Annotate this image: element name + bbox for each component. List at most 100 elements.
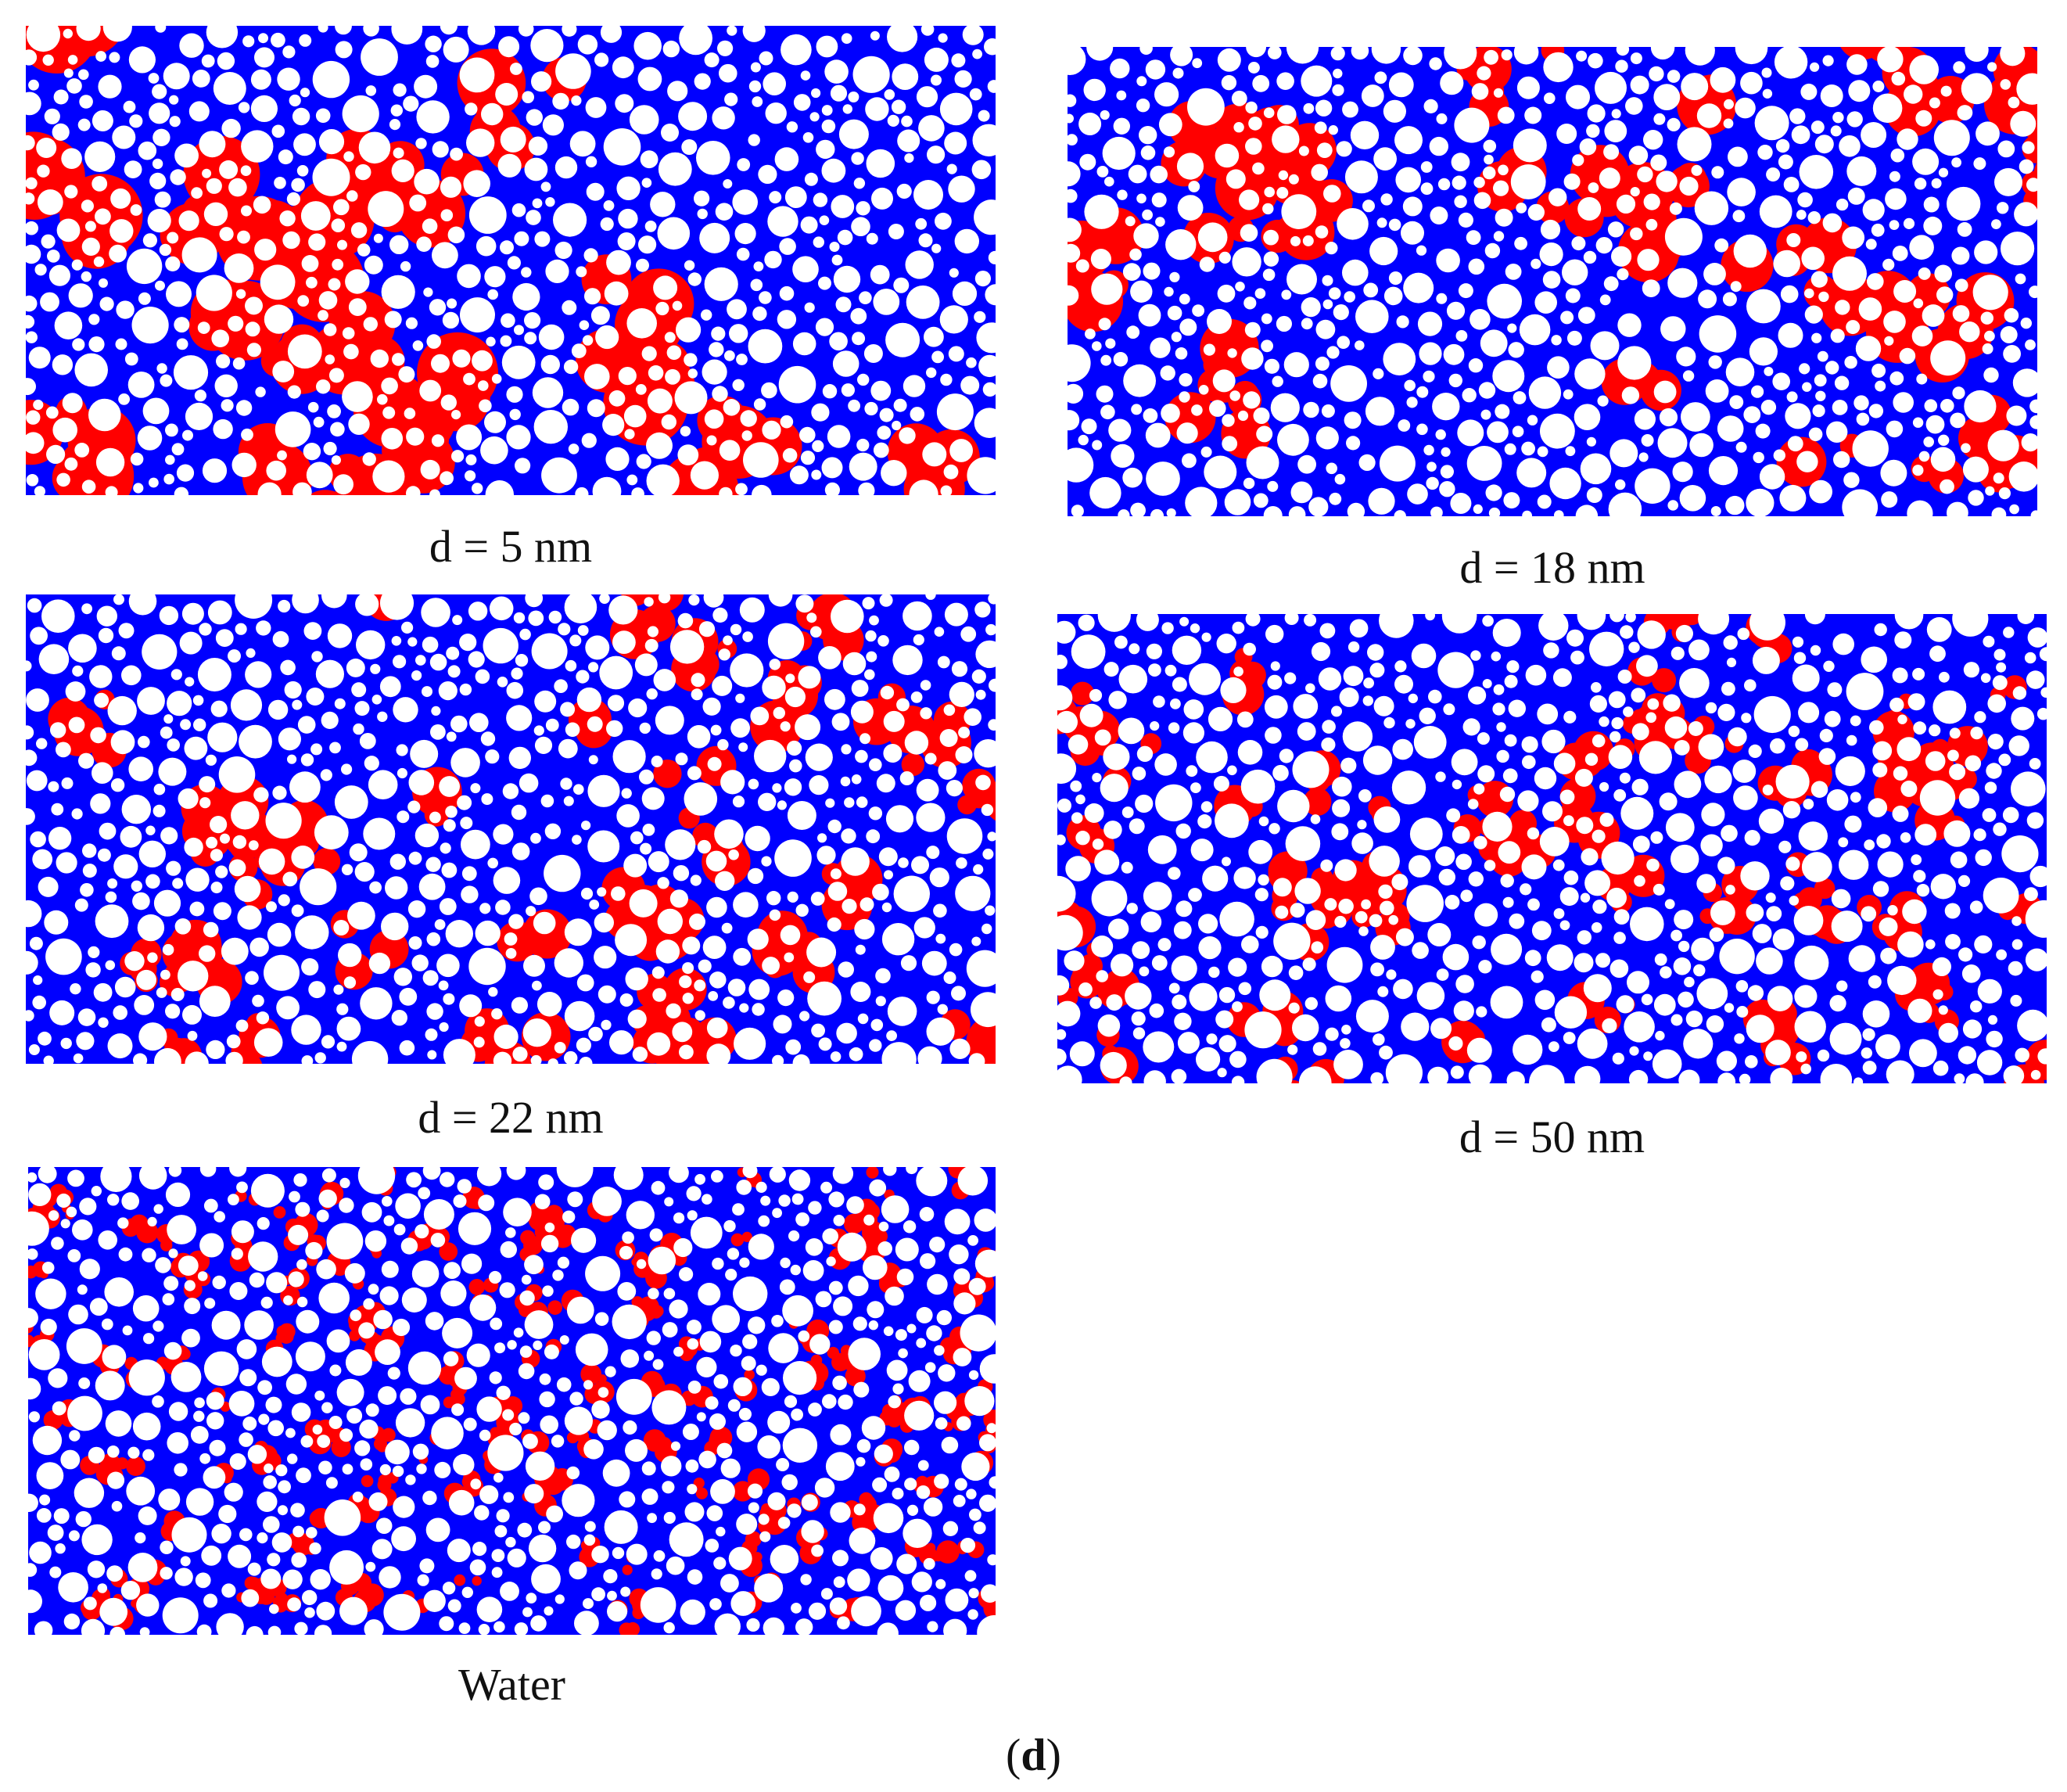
grain — [523, 954, 545, 977]
grain — [752, 484, 772, 495]
grain — [326, 1329, 350, 1353]
grain — [472, 1542, 487, 1557]
grain — [786, 121, 798, 133]
grain — [1155, 217, 1165, 227]
grain — [1631, 778, 1649, 795]
grain — [667, 81, 688, 102]
grain — [451, 450, 465, 463]
red-phase-blob — [626, 1621, 641, 1635]
grain — [1912, 667, 1925, 681]
grain — [107, 695, 137, 726]
grain — [79, 1259, 100, 1280]
grain — [800, 1574, 812, 1586]
grain — [142, 1248, 156, 1262]
grain — [1096, 970, 1108, 982]
grain — [1245, 138, 1262, 155]
grain — [2008, 461, 2037, 492]
grain — [1442, 943, 1470, 971]
grain — [1997, 202, 2009, 214]
grain — [44, 910, 69, 935]
grain — [257, 1380, 272, 1395]
grain — [895, 1237, 919, 1262]
grain — [305, 1241, 323, 1260]
grain — [1868, 798, 1888, 817]
grain — [1552, 668, 1572, 688]
grain — [715, 203, 734, 221]
grain — [503, 1492, 515, 1503]
grain — [558, 738, 578, 759]
grain — [377, 711, 388, 722]
grain — [1688, 639, 1710, 661]
grain — [973, 1521, 986, 1535]
grain — [453, 1453, 475, 1476]
grain — [852, 332, 866, 346]
grain — [583, 1439, 604, 1460]
grain — [869, 615, 879, 626]
grain — [375, 1517, 393, 1534]
grain — [1665, 813, 1695, 842]
grain — [1270, 661, 1280, 671]
grain — [881, 923, 915, 956]
grain — [490, 1317, 503, 1331]
grain — [1914, 178, 1927, 190]
grain — [603, 128, 641, 166]
grain — [156, 363, 167, 374]
grain — [1151, 955, 1168, 971]
grain — [714, 1613, 741, 1635]
grain — [1188, 181, 1200, 192]
panel-caption-d50: d = 50 nm — [1459, 1111, 1645, 1162]
grain — [569, 1561, 587, 1580]
grain — [134, 995, 155, 1015]
grain — [505, 1536, 516, 1548]
grain — [28, 1183, 52, 1206]
grain — [36, 1508, 52, 1523]
grain — [548, 610, 562, 624]
grain — [383, 1215, 395, 1226]
grain — [364, 255, 383, 275]
grain — [584, 1521, 596, 1532]
grain — [387, 1366, 400, 1380]
grain — [673, 865, 690, 882]
grain — [856, 1456, 866, 1467]
grain — [1730, 281, 1742, 293]
grain — [652, 988, 666, 1002]
grain — [1566, 330, 1582, 346]
grain — [459, 634, 477, 652]
grain — [398, 366, 415, 383]
grain — [724, 92, 738, 106]
grain — [53, 1508, 70, 1524]
grain — [28, 1211, 49, 1246]
grain — [1221, 75, 1237, 91]
grain — [224, 253, 254, 283]
grain — [1470, 309, 1491, 330]
grain — [884, 1466, 900, 1482]
grain — [554, 679, 568, 693]
grain — [974, 1249, 996, 1278]
grain — [942, 1521, 959, 1536]
grain — [1419, 707, 1436, 724]
grain — [979, 1354, 996, 1384]
grain — [2011, 939, 2023, 950]
grain — [240, 165, 252, 176]
grain — [368, 1284, 379, 1295]
grain — [1592, 829, 1606, 843]
grain — [1539, 242, 1563, 267]
grain — [971, 992, 996, 1028]
grain — [672, 1022, 693, 1043]
grain — [510, 63, 522, 75]
grain — [1473, 192, 1491, 210]
grain — [758, 792, 777, 811]
grain — [706, 1017, 728, 1039]
grain — [172, 878, 184, 889]
grain — [904, 1439, 920, 1456]
grain — [1255, 925, 1269, 939]
grain — [1615, 59, 1628, 73]
grain — [1191, 404, 1203, 416]
grain — [228, 1544, 252, 1568]
grain — [807, 981, 842, 1016]
grain — [931, 243, 942, 253]
grain — [1506, 1071, 1525, 1083]
grain — [246, 1625, 264, 1635]
grain — [580, 887, 594, 900]
grain — [229, 1453, 246, 1471]
